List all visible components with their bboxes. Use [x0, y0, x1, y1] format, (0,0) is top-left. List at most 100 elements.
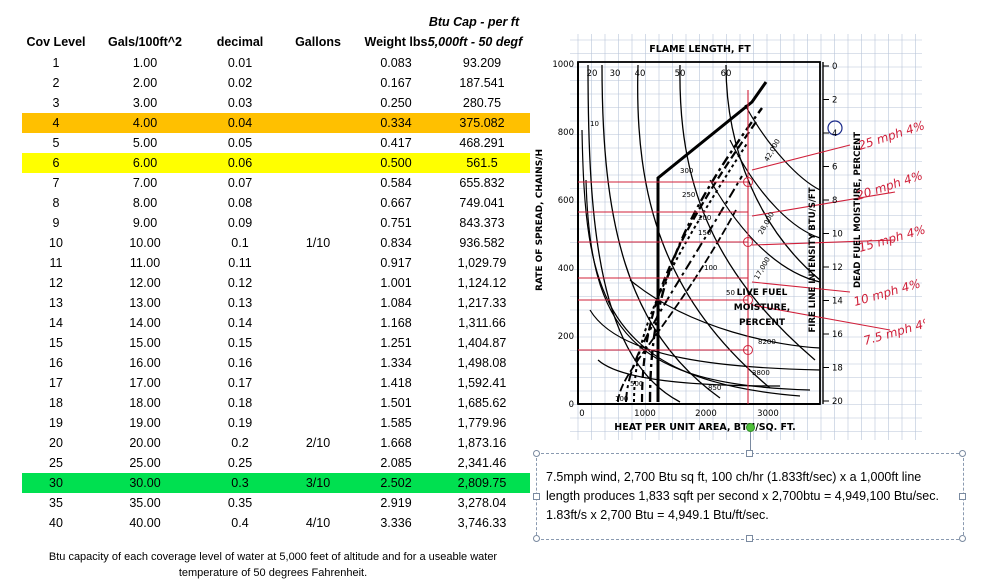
moisture-curves [617, 81, 768, 403]
cell-gals: 11.00 [129, 256, 161, 270]
flame-length-title: FLAME LENGTH, FT [649, 44, 751, 55]
moisture-curve-200 [640, 121, 757, 403]
cell-weight: 0.751 [380, 216, 412, 230]
intensity-curve-17000 [709, 179, 821, 283]
cell-cov-level: 10 [49, 236, 63, 250]
right-tick-label: 10 [832, 230, 843, 240]
table-row: 20 20.00 0.2 2/10 1.668 1,873.16 [22, 433, 530, 453]
annotation-pointer-15 [751, 239, 896, 246]
right-tick-label: 16 [832, 330, 843, 340]
annotation-pointer-20 [751, 191, 896, 217]
cell-cov-level: 30 [49, 476, 63, 490]
cell-gallons [280, 333, 356, 353]
cell-weight: 1.501 [380, 396, 412, 410]
cell-decimal: 0.04 [227, 116, 253, 130]
flame-curve-50 [679, 64, 816, 361]
cell-cov-level: 15 [49, 336, 63, 350]
cell-gals: 20.00 [129, 436, 161, 450]
cell-weight: 0.834 [380, 236, 412, 250]
cell-gallons [280, 73, 356, 93]
resize-handle[interactable] [533, 492, 540, 500]
cell-weight: 1.418 [380, 376, 412, 390]
cell-weight: 2.919 [380, 496, 412, 510]
cell-gals: 8.00 [132, 196, 158, 210]
textbox-text[interactable]: 7.5mph wind, 2,700 Btu sq ft, 100 ch/hr … [546, 470, 939, 522]
cell-weight: 1.668 [380, 436, 412, 450]
cell-gals: 4.00 [132, 116, 158, 130]
x-tick-label: 2000 [695, 409, 717, 419]
table-row: 1 1.00 0.01 0.083 93.209 [22, 53, 530, 73]
cell-cov-level: 20 [49, 436, 63, 450]
cell-gallons [280, 133, 356, 153]
resize-handle[interactable] [746, 450, 753, 457]
table-row: 11 11.00 0.11 0.917 1,029.79 [22, 253, 530, 273]
cell-decimal: 0.17 [227, 376, 253, 390]
cell-gals: 7.00 [132, 176, 158, 190]
marker-15 [743, 237, 753, 247]
table-row: 4 4.00 0.04 0.334 375.082 [22, 113, 530, 133]
resize-handle[interactable] [959, 492, 966, 500]
calculation-textbox[interactable]: 7.5mph wind, 2,700 Btu sq ft, 100 ch/hr … [536, 453, 964, 540]
cell-decimal: 0.02 [227, 76, 253, 90]
table-row: 19 19.00 0.19 1.585 1,779.96 [22, 413, 530, 433]
annotation-pointer-7 [751, 304, 891, 331]
annotation-text: 20 mph 4% [855, 168, 925, 203]
cell-btu: 1,217.33 [457, 296, 507, 310]
cell-decimal: 0.08 [227, 196, 253, 210]
header-decimal: decimal [216, 35, 264, 49]
cell-weight: 1.251 [380, 336, 412, 350]
cell-gallons [280, 273, 356, 293]
cell-weight: 0.167 [380, 76, 412, 90]
cell-weight: 1.585 [380, 416, 412, 430]
moisture-curve-100 [625, 175, 743, 403]
cell-cov-level: 35 [49, 496, 63, 510]
cell-decimal: 0.15 [227, 336, 253, 350]
cell-weight: 2.502 [380, 476, 412, 490]
cell-gallons [280, 213, 356, 233]
cell-btu: 1,311.66 [458, 316, 506, 330]
cell-btu: 1,404.87 [457, 336, 507, 350]
cell-gals: 14.00 [129, 316, 161, 330]
cell-decimal: 0.12 [227, 276, 253, 290]
cell-decimal: 0.16 [227, 356, 253, 370]
header-btu-cap: Btu Cap - per ft [428, 15, 520, 29]
cell-cov-level: 5 [52, 136, 60, 150]
curve-label: 850 [708, 384, 721, 392]
y-tick-label: 600 [558, 196, 574, 206]
table-row: 12 12.00 0.12 1.001 1,124.12 [22, 273, 530, 293]
resize-handle[interactable] [746, 535, 753, 542]
cell-gals: 6.00 [132, 156, 158, 170]
cell-gallons [280, 173, 356, 193]
resize-handle[interactable] [533, 535, 540, 542]
resize-handle[interactable] [959, 450, 966, 457]
table-row: 16 16.00 0.16 1.334 1,498.08 [22, 353, 530, 373]
cell-btu: 1,873.16 [457, 436, 507, 450]
intensity-curve-8200 [629, 279, 821, 349]
curve-label: 250 [682, 191, 695, 199]
cell-gallons [280, 413, 356, 433]
cell-decimal: 0.35 [227, 496, 253, 510]
cell-gals: 1.00 [132, 56, 158, 70]
flame-tick-label: 20 [587, 69, 598, 79]
cell-btu: 1,685.62 [457, 396, 507, 410]
curve-label: 150 [698, 229, 711, 237]
y-tick-label: 400 [558, 264, 574, 274]
flame-tick-label: 40 [635, 69, 646, 79]
cell-gallons: 1/10 [305, 236, 331, 250]
annotation-text: 25 mph 4% [857, 118, 925, 153]
resize-handle[interactable] [533, 450, 540, 457]
y-tick-label: 200 [558, 332, 574, 342]
cell-decimal: 0.05 [227, 136, 253, 150]
cell-btu: 93.209 [462, 56, 502, 70]
marker-10 [743, 295, 753, 305]
resize-handle[interactable] [959, 535, 966, 542]
table-row: 6 6.00 0.06 0.500 561.5 [22, 153, 530, 173]
cell-decimal: 0.06 [227, 156, 253, 170]
cell-gals: 13.00 [129, 296, 161, 310]
rotation-handle[interactable] [746, 423, 755, 432]
header-gallons: Gallons [295, 35, 341, 49]
flame-curve-40 [637, 64, 771, 389]
moisture-label-line2: MOISTURE, [734, 303, 790, 313]
cell-weight: 0.250 [380, 96, 412, 110]
